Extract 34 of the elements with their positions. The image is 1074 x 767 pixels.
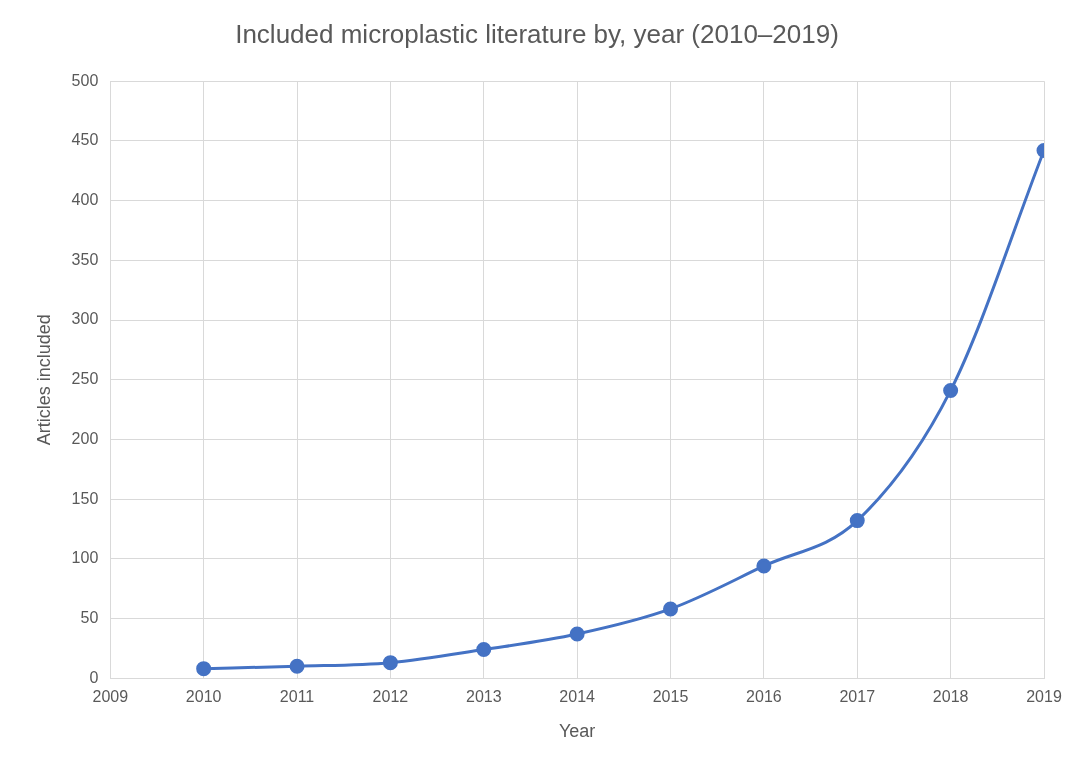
y-tick-label: 400	[71, 191, 99, 209]
x-axis-title: Year	[558, 721, 596, 742]
chart-title: Included microplastic literature by, year (2010–2019)	[235, 18, 839, 49]
point	[756, 558, 772, 574]
y-tick-label: 250	[71, 370, 99, 388]
y-tick-label: 0	[89, 668, 99, 686]
x-tick-label: 2011	[279, 688, 315, 706]
y-tick-label: 500	[71, 71, 99, 89]
y-tick-label: 200	[71, 429, 99, 447]
point	[849, 513, 865, 529]
point	[569, 626, 585, 642]
x-tick-label: 2017	[839, 688, 876, 706]
y-tick-label: 150	[71, 489, 99, 507]
x-tick-label: 2014	[559, 688, 596, 706]
x-tick-label: 2010	[185, 688, 222, 706]
x-tick-label: 2018	[932, 688, 969, 706]
point	[476, 642, 492, 658]
x-tick-label: 2019	[1026, 688, 1062, 706]
y-axis-title: Articles included	[33, 314, 54, 446]
point	[382, 655, 398, 671]
x-tick-label: 2015	[652, 688, 689, 706]
point	[196, 661, 212, 677]
x-tick-label: 2013	[465, 688, 502, 706]
point	[663, 601, 679, 617]
point	[289, 658, 305, 674]
y-tick-label: 350	[71, 250, 99, 268]
x-tick-label: 2016	[746, 688, 782, 706]
y-tick-label: 450	[71, 131, 99, 149]
y-tick-label: 300	[71, 310, 99, 328]
point	[943, 382, 959, 398]
y-tick-label: 100	[71, 549, 99, 567]
x-tick-label: 2009	[92, 688, 129, 706]
y-tick-label: 50	[80, 608, 99, 626]
x-tick-label: 2012	[372, 688, 409, 706]
